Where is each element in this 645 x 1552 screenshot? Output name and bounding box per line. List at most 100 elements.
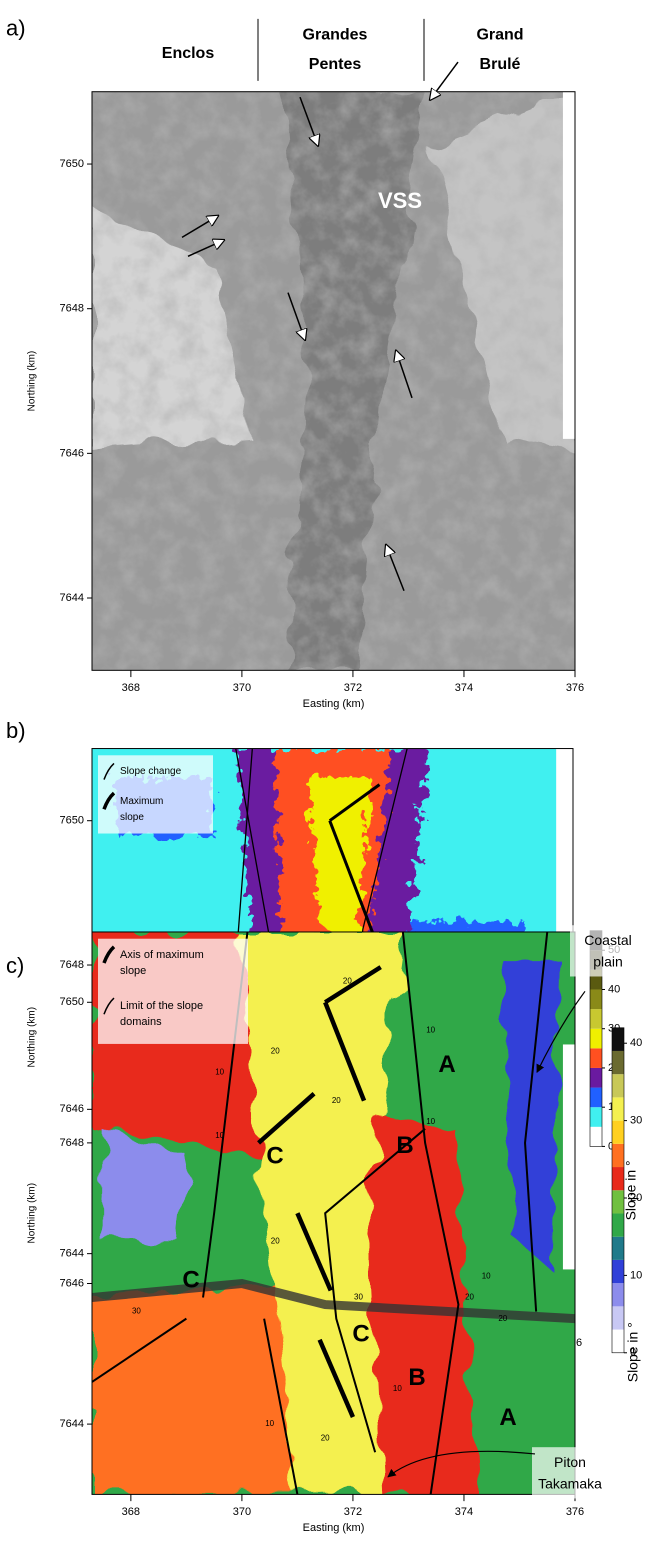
- annotation: Grand: [476, 26, 523, 43]
- y-tick-label: 7650: [60, 158, 84, 170]
- colorbar-cell: [612, 1237, 624, 1260]
- colorbar-label: Slope in °: [623, 1160, 639, 1220]
- colorbar-cell: [590, 1009, 602, 1029]
- colorbar-label: Slope in °: [625, 1322, 641, 1382]
- colorbar-cell: [612, 1330, 624, 1353]
- colorbar-cell: [612, 1074, 624, 1097]
- colorbar-tick-label: 30: [630, 1115, 642, 1127]
- colorbar-cell: [612, 1260, 624, 1283]
- annotation: Pentes: [309, 56, 362, 73]
- annotation: Axis of maximum: [120, 949, 204, 961]
- contour-label: 30: [354, 1293, 363, 1302]
- colorbar-tick-label: 20: [630, 1192, 642, 1204]
- colorbar-tick-label: 40: [608, 983, 620, 995]
- annotation: Brulé: [480, 56, 521, 73]
- contour-label: 20: [271, 1047, 280, 1056]
- colorbar-cell: [612, 1283, 624, 1306]
- annotation: Grandes: [303, 26, 368, 43]
- contour-label: 20: [343, 976, 352, 985]
- x-tick-label: 376: [566, 682, 584, 694]
- colorbar-cell: [612, 1306, 624, 1329]
- colorbar-cell: [612, 1167, 624, 1190]
- colorbar-cell: [590, 1088, 602, 1108]
- contour-label: 30: [132, 1307, 141, 1316]
- x-tick-label: 372: [344, 1506, 362, 1518]
- contour-label: 10: [482, 1272, 491, 1281]
- annotation: Coastal: [584, 932, 631, 948]
- annotation: B: [408, 1364, 425, 1391]
- contour-label: 10: [215, 1068, 224, 1077]
- contour-label: 10: [215, 1131, 224, 1140]
- colorbar-cell: [590, 1127, 602, 1147]
- colorbar-tick-label: 40: [630, 1037, 642, 1049]
- annotation: Piton: [554, 1454, 586, 1470]
- annotation: slope: [120, 812, 144, 823]
- annotation: C: [182, 1267, 199, 1294]
- panel-label: c): [6, 953, 24, 978]
- figure: a) 368 370 372 374 376 7644 7646 7648 7650 Easting…: [0, 0, 645, 1547]
- annotation: Limit of the slope: [120, 1000, 203, 1012]
- colorbar-cell: [590, 989, 602, 1009]
- x-tick-label: 374: [455, 682, 473, 694]
- colorbar-cell: [612, 1144, 624, 1167]
- annotation: Enclos: [162, 45, 215, 62]
- texture: [92, 92, 575, 671]
- colorbar-cell: [612, 1190, 624, 1213]
- contour-label: 10: [426, 1117, 435, 1126]
- annotation: VSS: [378, 188, 422, 213]
- annotation: Takamaka: [538, 1476, 602, 1492]
- contour-label: 10: [393, 1384, 402, 1393]
- colorbar-cell: [590, 1029, 602, 1049]
- annotation: plain: [593, 954, 623, 970]
- colorbar-cell: [612, 1213, 624, 1236]
- contour-label: 10: [426, 1026, 435, 1035]
- x-tick-label: 368: [122, 1506, 140, 1518]
- y-tick-label: 7644: [60, 1248, 84, 1260]
- colorbar-cell: [612, 1028, 624, 1051]
- x-tick-label: 372: [344, 682, 362, 694]
- y-tick-label: 7648: [60, 303, 84, 315]
- annotation: slope: [120, 965, 146, 977]
- annotation: Maximum: [120, 796, 163, 807]
- annotation: B: [396, 1132, 413, 1159]
- annotation: C: [266, 1143, 283, 1170]
- map: [92, 92, 577, 671]
- colorbar-cell: [590, 1048, 602, 1068]
- colorbar-cell: [612, 1097, 624, 1120]
- x-tick-label: 370: [233, 682, 251, 694]
- x-tick-label: 374: [455, 1506, 473, 1518]
- contour-label: 20: [321, 1433, 330, 1442]
- contour-label: 20: [332, 1096, 341, 1105]
- annotation: A: [438, 1051, 455, 1078]
- x-tick-label: 376: [566, 1506, 584, 1518]
- y-tick-label: 7648: [60, 959, 84, 971]
- panel-label: a): [6, 15, 26, 40]
- y-axis-label: Northing (km): [27, 1183, 38, 1244]
- x-tick-label: 368: [122, 682, 140, 694]
- y-tick-label: 7646: [60, 1277, 84, 1289]
- contour-label: 10: [265, 1419, 274, 1428]
- colorbar-cell: [612, 1121, 624, 1144]
- x-tick-label: 370: [233, 1506, 251, 1518]
- colorbar-cell: [612, 1051, 624, 1074]
- contour-label: 20: [498, 1314, 507, 1323]
- colorbar-cell: [590, 1107, 602, 1127]
- annotation: domains: [120, 1016, 162, 1028]
- colorbar-cell: [590, 1068, 602, 1088]
- y-tick-label: 7646: [60, 1103, 84, 1115]
- y-tick-label: 7644: [60, 1418, 84, 1430]
- contour-label: 20: [465, 1293, 474, 1302]
- contour-label: 20: [271, 1236, 280, 1245]
- annotation: A: [499, 1404, 516, 1431]
- y-tick-label: 7648: [60, 1137, 84, 1149]
- x-axis-label: Easting (km): [303, 698, 365, 710]
- y-axis-label: Northing (km): [27, 1007, 38, 1068]
- y-tick-label: 7650: [60, 996, 84, 1008]
- panel-label: b): [6, 718, 26, 743]
- y-tick-label: 7646: [60, 447, 84, 459]
- y-tick-label: 7644: [60, 592, 84, 604]
- y-tick-label: 7650: [60, 815, 84, 827]
- x-axis-label: Easting (km): [303, 1522, 365, 1534]
- annotation: C: [352, 1321, 369, 1348]
- annotation: Slope change: [120, 766, 182, 777]
